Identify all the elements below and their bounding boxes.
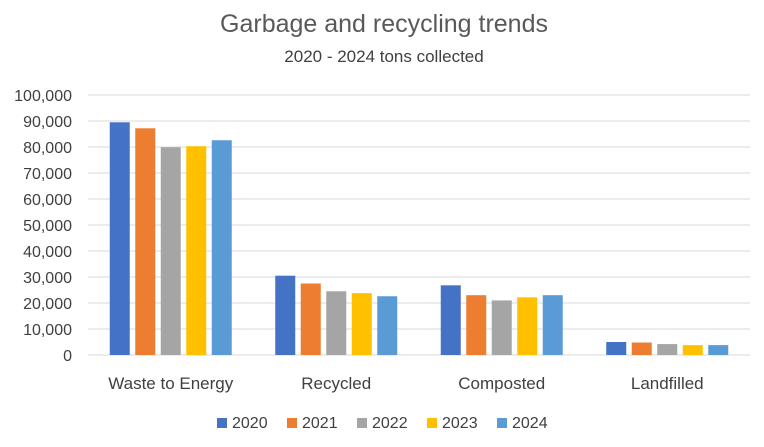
legend-swatch-2024: [497, 418, 507, 428]
y-tick-label: 20,000: [23, 296, 72, 313]
legend-label-2024: 2024: [512, 415, 548, 432]
legend-label-2022: 2022: [372, 415, 408, 432]
bar-2023-composted: [517, 297, 538, 355]
legend-label-2021: 2021: [302, 415, 338, 432]
bar-2022-recycled: [326, 291, 347, 355]
y-tick-label: 100,000: [14, 88, 72, 105]
bar-2022-landfilled: [657, 344, 678, 355]
bar-2020-recycled: [275, 275, 296, 355]
y-tick-label: 60,000: [23, 192, 72, 209]
bar-2020-waste-to-energy: [109, 122, 130, 355]
x-category-label: Composted: [458, 374, 545, 393]
x-category-label: Recycled: [301, 374, 371, 393]
bar-2020-landfilled: [606, 342, 627, 355]
y-tick-label: 90,000: [23, 114, 72, 131]
x-axis-categories: Waste to Energy Recycled Composted Landfill…: [108, 374, 703, 393]
y-tick-label: 80,000: [23, 140, 72, 157]
chart-subtitle: 2020 - 2024 tons collected: [284, 47, 483, 66]
y-tick-label: 0: [63, 348, 72, 365]
legend-swatch-2023: [427, 418, 437, 428]
bar-2024-waste-to-energy: [211, 140, 232, 355]
bar-2022-waste-to-energy: [160, 147, 181, 355]
chart-title: Garbage and recycling trends: [220, 10, 548, 38]
x-category-label: Waste to Energy: [108, 374, 234, 393]
legend: 2020 2021 2022 2023 2024: [217, 415, 548, 432]
bar-2022-composted: [491, 300, 512, 355]
x-category-label: Landfilled: [631, 374, 704, 393]
legend-label-2020: 2020: [232, 415, 268, 432]
y-tick-label: 50,000: [23, 218, 72, 235]
bar-2021-composted: [466, 295, 487, 355]
y-tick-label: 40,000: [23, 244, 72, 261]
legend-swatch-2020: [217, 418, 227, 428]
bar-2020-composted: [440, 285, 461, 355]
bar-2023-landfilled: [682, 345, 703, 355]
legend-swatch-2022: [357, 418, 367, 428]
bar-2021-recycled: [300, 283, 321, 355]
bar-2024-recycled: [377, 296, 398, 355]
bar-2023-recycled: [351, 293, 372, 355]
bar-2024-landfilled: [708, 345, 729, 355]
y-tick-label: 10,000: [23, 322, 72, 339]
bar-2023-waste-to-energy: [186, 146, 207, 355]
bar-2021-landfilled: [631, 342, 652, 355]
legend-swatch-2021: [287, 418, 297, 428]
legend-label-2023: 2023: [442, 415, 478, 432]
bars: [109, 122, 729, 355]
bar-2024-composted: [542, 295, 563, 355]
y-tick-label: 70,000: [23, 166, 72, 183]
y-axis-ticks: 0 10,000 20,000 30,000 40,000 50,000 60,000 70,…: [14, 88, 72, 365]
bar-2021-waste-to-energy: [135, 128, 156, 355]
y-tick-label: 30,000: [23, 270, 72, 287]
